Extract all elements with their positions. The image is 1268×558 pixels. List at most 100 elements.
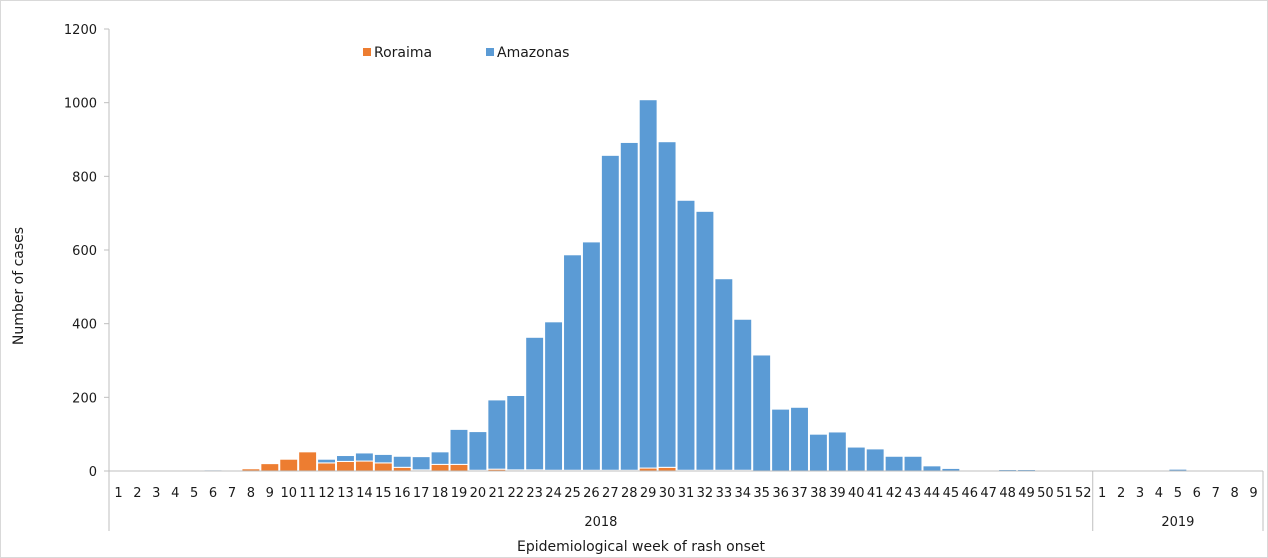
- x-tick-label: 48: [999, 486, 1016, 501]
- bar-amazonas-week-28: [619, 141, 639, 471]
- x-tick-label: 2: [133, 486, 141, 501]
- bar-amazonas-week-38: [808, 433, 828, 472]
- x-tick-label: 1: [114, 486, 122, 501]
- x-tick-label: 3: [1136, 486, 1144, 501]
- legend-swatch-roraima: [363, 48, 371, 56]
- bar-roraima-week-19: [449, 463, 469, 472]
- x-tick-label: 8: [247, 486, 255, 501]
- x-tick-label: 38: [810, 486, 827, 501]
- x-tick-label: 21: [489, 486, 506, 501]
- bar-amazonas-week-24: [544, 321, 564, 471]
- year-group-label: 2018: [584, 515, 617, 530]
- x-tick-label: 32: [697, 486, 714, 501]
- bar-roraima-week-13: [336, 460, 355, 472]
- x-tick-label: 13: [337, 486, 354, 501]
- x-tick-label: 3: [152, 486, 160, 501]
- y-tick-label: 0: [89, 465, 97, 480]
- x-tick-label: 31: [678, 486, 695, 501]
- x-tick-label: 43: [905, 486, 922, 501]
- bar-roraima-week-30: [657, 466, 677, 472]
- x-tick-label: 50: [1037, 486, 1054, 501]
- x-tick-label: 41: [867, 486, 884, 501]
- bar-amazonas-week-15: [373, 453, 393, 464]
- x-tick-label: 2: [1117, 486, 1125, 501]
- x-tick-label: 8: [1230, 486, 1238, 501]
- bar-amazonas-week-20: [468, 431, 488, 471]
- bar-roraima-week-9: [260, 463, 280, 472]
- bar-roraima-week-15: [373, 462, 393, 472]
- x-tick-label: 51: [1056, 486, 1073, 501]
- legend: Roraima Amazonas: [363, 45, 569, 61]
- bar-amazonas-week-43: [903, 455, 923, 472]
- x-tick-label: 10: [280, 486, 297, 501]
- bar-amazonas-week-40: [846, 446, 866, 472]
- bar-amazonas-week-44: [922, 465, 942, 472]
- bar-amazonas-week-7: [222, 469, 242, 471]
- bar-amazonas-week-36: [771, 408, 791, 472]
- x-tick-label: 40: [848, 486, 865, 501]
- x-tick-label: 4: [1155, 486, 1163, 501]
- x-tick-label: 42: [886, 486, 903, 501]
- x-tick-label: 44: [924, 486, 941, 501]
- x-tick-label: 36: [772, 486, 789, 501]
- bar-amazonas-week-25: [563, 254, 582, 471]
- y-tick-label: 600: [72, 244, 97, 259]
- bar-amazonas-week-42: [884, 455, 904, 472]
- bar-amazonas-week-16: [392, 455, 412, 468]
- bar-amazonas-week-26: [581, 241, 601, 471]
- bar-roraima-week-14: [354, 460, 374, 472]
- bar-amazonas-week-29: [638, 99, 658, 469]
- x-tick-label: 22: [507, 486, 524, 501]
- x-tick-label: 27: [602, 486, 619, 501]
- y-tick-label: 200: [72, 391, 97, 406]
- y-tick-label: 800: [72, 170, 97, 185]
- x-tick-label: 35: [753, 486, 770, 501]
- y-axis-title: Number of cases: [11, 227, 27, 345]
- x-tick-label: 29: [640, 486, 657, 501]
- bar-roraima-week-10: [279, 458, 299, 472]
- bar-amazonas-week-23: [525, 336, 545, 471]
- x-tick-label: 24: [545, 486, 562, 501]
- bar-amazonas-week-21: [487, 399, 507, 470]
- bar-roraima-week-16: [392, 466, 412, 472]
- x-tick-label: 6: [209, 486, 217, 501]
- x-tick-label: 9: [1249, 486, 1257, 501]
- x-tick-label: 12: [318, 486, 335, 501]
- bar-amazonas-week-12: [317, 458, 337, 464]
- x-tick-label: 17: [413, 486, 430, 501]
- x-tick-label: 15: [375, 486, 392, 501]
- x-tick-label: 49: [1018, 486, 1035, 501]
- bar-amazonas-week-6: [203, 469, 223, 472]
- x-tick-label: 30: [659, 486, 676, 501]
- legend-label-amazonas: Amazonas: [497, 45, 569, 61]
- x-tick-label: 19: [451, 486, 468, 501]
- x-tick-label: 45: [943, 486, 960, 501]
- bar-amazonas-week-17: [411, 456, 431, 471]
- x-tick-label: 39: [829, 486, 846, 501]
- x-tick-label: 28: [621, 486, 638, 501]
- legend-swatch-amazonas: [486, 48, 494, 56]
- x-axis-title: Epidemiological week of rash onset: [517, 539, 766, 555]
- bar-amazonas-week-18: [430, 451, 450, 465]
- x-tick-label: 11: [299, 486, 316, 501]
- x-tick-label: 5: [1174, 486, 1182, 501]
- bar-amazonas-week-14: [354, 452, 374, 462]
- x-tick-label: 7: [228, 486, 236, 501]
- year-group-label: 2019: [1161, 515, 1194, 530]
- x-tick-label: 23: [526, 486, 543, 501]
- bar-roraima-week-11: [298, 451, 318, 472]
- x-tick-label: 52: [1075, 486, 1092, 501]
- x-tick-label: 37: [791, 486, 808, 501]
- x-tick-label: 9: [266, 486, 274, 501]
- x-tick-label: 5: [190, 486, 198, 501]
- bar-amazonas-week-41: [865, 448, 885, 472]
- bar-amazonas-week-22: [506, 394, 526, 471]
- bar-amazonas-week-27: [600, 154, 620, 471]
- legend-label-roraima: Roraima: [374, 45, 432, 61]
- x-tick-label: 16: [394, 486, 411, 501]
- x-tick-label: 14: [356, 486, 373, 501]
- bar-roraima-week-18: [430, 463, 450, 472]
